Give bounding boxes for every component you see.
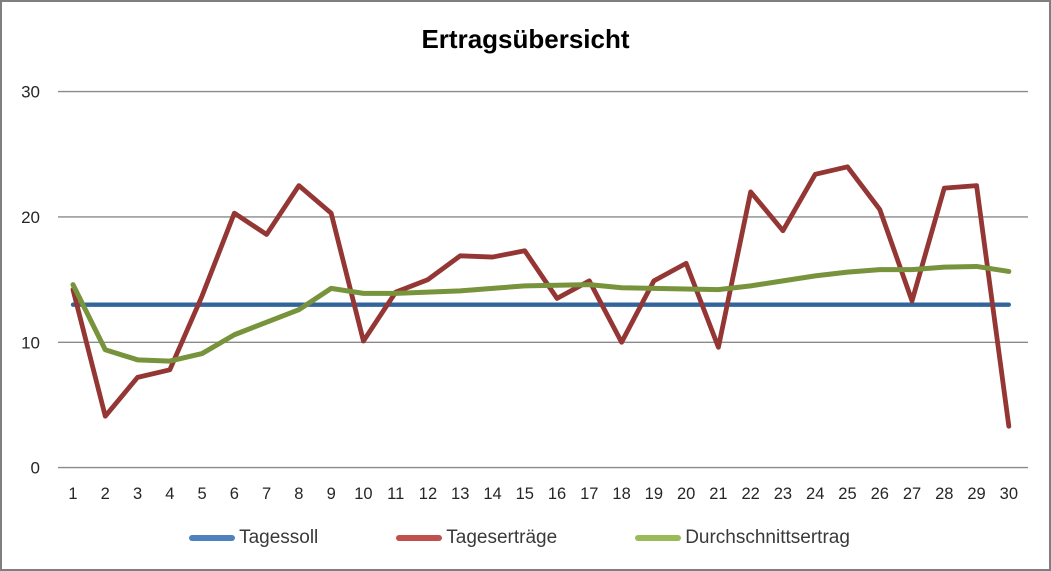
series-line-tageserträge: [70, 164, 1012, 429]
x-tick-label: 18: [612, 485, 630, 503]
x-tick-label: 23: [774, 485, 792, 503]
x-tick-label: 25: [838, 485, 856, 503]
x-tick-label: 7: [262, 485, 271, 503]
x-tick-label: 21: [709, 485, 727, 503]
x-tick-label: 9: [327, 485, 336, 503]
x-tick-label: 11: [387, 485, 404, 503]
x-tick-label: 24: [806, 485, 824, 503]
x-tick-label: 22: [741, 485, 759, 503]
legend-item-tagesertraege: Tageserträge: [396, 528, 557, 547]
x-tick-label: 12: [419, 485, 437, 503]
legend-item-durchschnittsertrag: Durchschnittsertrag: [635, 528, 850, 547]
x-tick-label: 20: [677, 485, 695, 503]
x-tick-label: 8: [294, 485, 303, 503]
y-tick-label: 30: [21, 83, 40, 102]
chart-title: Ertragsübersicht: [421, 24, 630, 54]
x-tick-label: 13: [451, 485, 469, 503]
x-tick-label: 30: [1000, 485, 1018, 503]
legend-item-tagessoll: Tagessoll: [189, 528, 318, 547]
x-tick-label: 16: [548, 485, 566, 503]
series-line-durchschnittsertrag: [70, 263, 1012, 364]
y-tick-label: 20: [21, 208, 40, 227]
x-tick-label: 6: [230, 485, 239, 503]
x-tick-label: 10: [354, 485, 372, 503]
legend-label-tagesertraege: Tageserträge: [446, 527, 558, 548]
x-tick-label: 5: [197, 485, 206, 503]
x-tick-label: 17: [580, 485, 598, 503]
legend-swatch-tagessoll-icon: [189, 534, 236, 541]
legend-swatch-tagesertraege-icon: [396, 534, 443, 541]
x-tick-label: 27: [903, 485, 921, 503]
x-tick-label: 15: [516, 485, 534, 503]
y-tick-label: 0: [31, 459, 40, 478]
y-tick-label: 10: [21, 333, 40, 352]
legend-swatch-durchschnittsertrag-icon: [635, 534, 682, 541]
x-tick-label: 2: [101, 485, 110, 503]
x-tick-label: 3: [133, 485, 142, 503]
x-tick-label: 1: [68, 485, 77, 503]
legend-label-tagessoll: Tagessoll: [239, 527, 319, 548]
x-tick-label: 4: [165, 485, 174, 503]
x-tick-label: 26: [871, 485, 889, 503]
legend-label-durchschnittsertrag: Durchschnittsertrag: [685, 527, 850, 548]
x-tick-label: 19: [645, 485, 663, 503]
x-tick-label: 14: [483, 485, 501, 503]
x-tick-label: 29: [967, 485, 985, 503]
legend: Tagessoll Tageserträge Durchschnittsertr…: [2, 528, 1043, 547]
x-tick-label: 28: [935, 485, 953, 503]
